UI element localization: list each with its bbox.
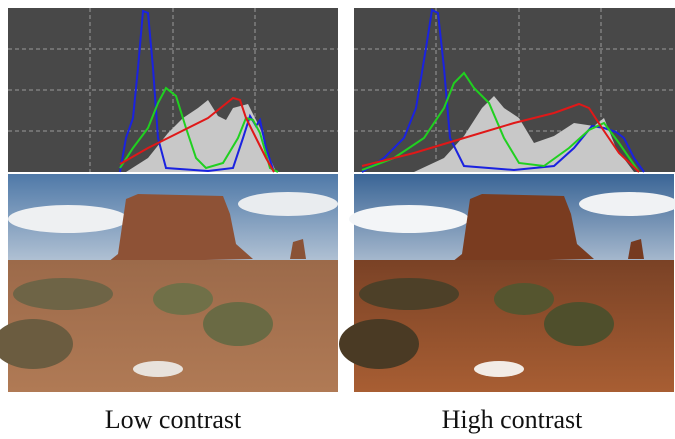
histogram-high: [353, 7, 675, 173]
caption: High contrast: [442, 405, 584, 434]
photo-low: [0, 174, 338, 392]
histogram-low: [7, 7, 339, 173]
photo-high: [339, 174, 675, 392]
caption: Low contrast: [105, 405, 242, 434]
